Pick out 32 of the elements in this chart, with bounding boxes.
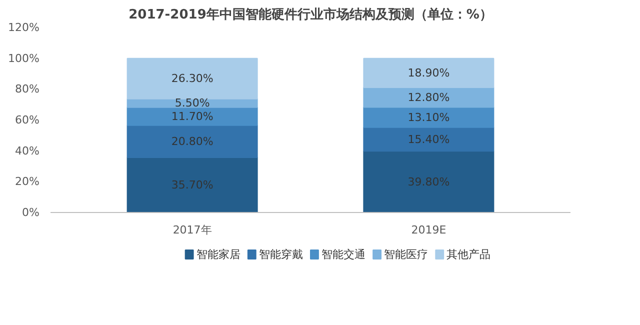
data-label: 15.40% — [408, 132, 450, 146]
legend-label: 智能穿戴 — [258, 248, 303, 261]
y-tick-label: 40% — [15, 144, 40, 158]
bar — [363, 58, 494, 88]
y-tick-label: 80% — [15, 82, 40, 96]
bar — [363, 126, 494, 152]
data-label: 35.70% — [171, 178, 214, 192]
legend-label: 其他产品 — [446, 248, 491, 261]
data-label: 20.80% — [171, 134, 214, 148]
data-label: 11.70% — [171, 110, 214, 123]
legend-label: 智能交通 — [322, 248, 366, 261]
data-label: 39.80% — [408, 175, 450, 188]
legend-label: 智能医疗 — [384, 248, 428, 261]
x-tick-label: 2017年 — [172, 224, 212, 236]
data-label: 12.80% — [408, 90, 450, 104]
y-tick-label: 20% — [15, 175, 40, 188]
x-tick-label: 2019E — [411, 224, 446, 236]
legend-label: 智能家居 — [196, 248, 240, 261]
bar — [126, 156, 258, 212]
data-label: 13.10% — [408, 110, 450, 124]
data-label: 26.30% — [171, 72, 214, 86]
bar — [126, 124, 258, 158]
bar — [363, 150, 494, 212]
y-tick-label: 120% — [8, 21, 40, 34]
bar — [126, 58, 258, 100]
y-tick-label: 100% — [8, 52, 40, 65]
data-label: 5.50% — [174, 96, 210, 110]
y-tick-label: 0% — [22, 206, 40, 219]
y-tick-label: 60% — [15, 114, 40, 126]
chart-title: 2017-2019年中国智能硬件行业市场结构及预测（单位：%） — [128, 6, 492, 22]
bar — [363, 106, 494, 128]
data-label: 18.90% — [408, 66, 450, 80]
